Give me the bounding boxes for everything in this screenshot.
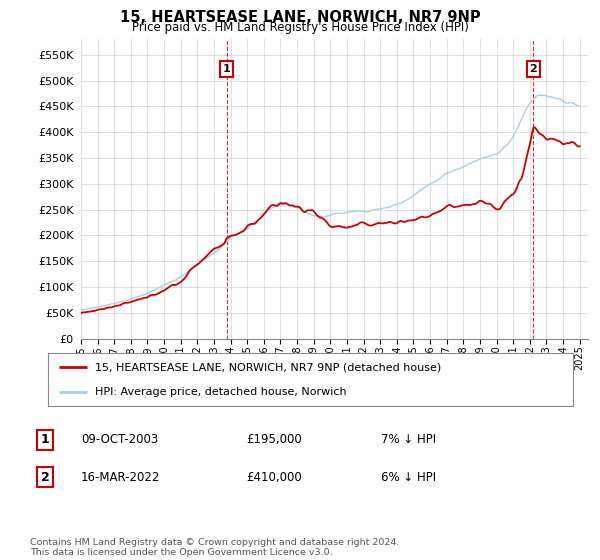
Text: 1: 1 (41, 433, 49, 446)
Text: 7% ↓ HPI: 7% ↓ HPI (381, 433, 436, 446)
Text: 15, HEARTSEASE LANE, NORWICH, NR7 9NP (detached house): 15, HEARTSEASE LANE, NORWICH, NR7 9NP (d… (95, 362, 442, 372)
Text: £410,000: £410,000 (246, 470, 302, 484)
Text: HPI: Average price, detached house, Norwich: HPI: Average price, detached house, Norw… (95, 386, 347, 396)
Text: £195,000: £195,000 (246, 433, 302, 446)
Text: 2: 2 (529, 64, 537, 74)
Text: Price paid vs. HM Land Registry's House Price Index (HPI): Price paid vs. HM Land Registry's House … (131, 21, 469, 34)
Text: 1: 1 (223, 64, 230, 74)
Text: 6% ↓ HPI: 6% ↓ HPI (381, 470, 436, 484)
Text: 2: 2 (41, 470, 49, 484)
Text: 09-OCT-2003: 09-OCT-2003 (81, 433, 158, 446)
Text: 16-MAR-2022: 16-MAR-2022 (81, 470, 160, 484)
Text: 15, HEARTSEASE LANE, NORWICH, NR7 9NP: 15, HEARTSEASE LANE, NORWICH, NR7 9NP (119, 10, 481, 25)
Text: Contains HM Land Registry data © Crown copyright and database right 2024.
This d: Contains HM Land Registry data © Crown c… (30, 538, 400, 557)
